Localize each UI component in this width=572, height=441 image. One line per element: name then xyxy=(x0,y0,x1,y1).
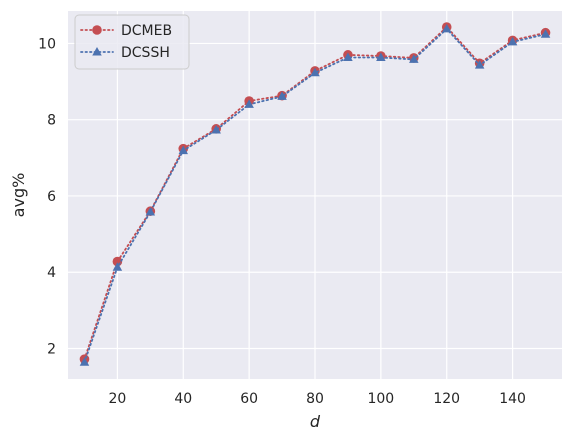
legend-label: DCMEB xyxy=(121,23,172,39)
legend-entry: DCSSH xyxy=(80,45,170,61)
data-point xyxy=(409,54,419,63)
data-point xyxy=(79,357,90,366)
series-layer xyxy=(79,22,551,366)
data-point xyxy=(343,52,353,62)
x-tick-label: 120 xyxy=(433,391,460,407)
data-point xyxy=(244,99,254,108)
data-point xyxy=(92,25,102,35)
data-point xyxy=(474,60,485,69)
x-tick-label: 20 xyxy=(108,391,126,407)
x-tick-label: 140 xyxy=(499,391,526,407)
y-tick-label: 6 xyxy=(47,189,56,205)
y-tick-label: 4 xyxy=(47,265,56,281)
y-tick-label: 2 xyxy=(47,341,56,357)
data-point xyxy=(178,145,189,155)
x-tick-labels: 20 40 60 80 100 120 140 xyxy=(108,391,525,407)
x-tick-label: 60 xyxy=(240,391,258,407)
x-tick-label: 40 xyxy=(174,391,192,407)
y-tick-label: 8 xyxy=(47,113,56,129)
y-tick-label: 10 xyxy=(38,36,56,52)
data-point xyxy=(277,91,287,100)
x-tick-label: 80 xyxy=(306,391,324,407)
series-line xyxy=(83,27,547,364)
data-point xyxy=(211,124,221,134)
data-point xyxy=(310,67,320,77)
legend-box xyxy=(74,14,190,70)
data-point xyxy=(507,36,518,46)
grid-lines xyxy=(68,11,562,379)
data-point xyxy=(376,52,386,62)
x-axis-label: d xyxy=(310,412,321,431)
series-dcssh xyxy=(79,23,551,366)
x-tick-label: 100 xyxy=(367,391,394,407)
y-axis-label: avg% xyxy=(9,173,28,218)
data-point xyxy=(92,47,102,56)
data-point xyxy=(441,23,452,33)
legend: DCMEB DCSSH xyxy=(74,14,190,70)
data-point xyxy=(540,29,551,38)
legend-entry: DCMEB xyxy=(80,23,172,39)
data-point xyxy=(145,206,156,216)
y-tick-labels: 2 4 6 8 10 xyxy=(38,36,56,357)
legend-label: DCSSH xyxy=(121,45,170,61)
data-point xyxy=(112,262,123,271)
